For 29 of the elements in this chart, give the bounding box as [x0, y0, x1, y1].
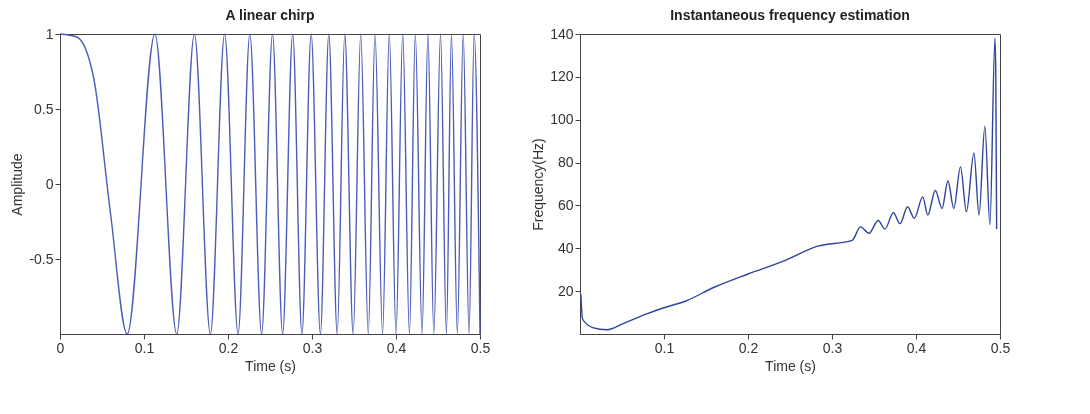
y-tick-label: -0.5 — [29, 250, 54, 267]
x-tick-label: 0 — [56, 339, 65, 356]
y-tick-label: 1 — [45, 25, 54, 42]
y-axis-title: Amplitude — [9, 153, 26, 216]
x-tick-label: 0.1 — [654, 339, 675, 356]
x-tick-label: 0.4 — [386, 339, 407, 356]
y-tick-label: 0.5 — [34, 100, 54, 117]
x-tick-label: 0.2 — [218, 339, 239, 356]
y-tick-label: 60 — [557, 196, 574, 213]
x-axis-title: Time (s) — [765, 357, 816, 374]
y-tick-label: 20 — [557, 282, 574, 299]
x-tick-label: 0.2 — [738, 339, 759, 356]
x-tick-label: 0.4 — [906, 339, 927, 356]
y-tick-label: 40 — [557, 239, 574, 256]
chart-title: Instantaneous frequency estimation — [670, 7, 910, 23]
x-tick-label: 0.3 — [822, 339, 843, 356]
y-tick-label: 0 — [45, 175, 54, 192]
y-tick-label: 80 — [557, 154, 574, 171]
x-tick-label: 0.5 — [990, 339, 1011, 356]
y-tick-label: 120 — [550, 68, 574, 85]
line-series — [580, 37, 998, 331]
y-tick-label: 140 — [550, 25, 574, 42]
x-tick-label: 0.5 — [470, 339, 491, 356]
chart-title: A linear chirp — [225, 7, 315, 23]
x-tick-label: 0.3 — [302, 339, 323, 356]
x-tick-label: 0.1 — [134, 339, 155, 356]
y-axis-title: Frequency(Hz) — [530, 138, 547, 231]
y-tick-label: 100 — [550, 111, 574, 128]
x-axis-title: Time (s) — [245, 357, 296, 374]
